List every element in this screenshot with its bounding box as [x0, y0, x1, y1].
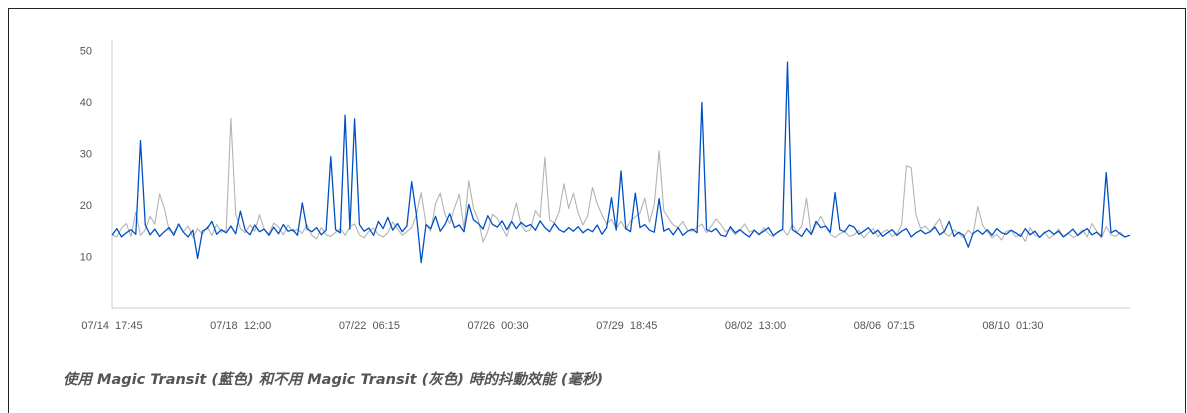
x-tick-label: 08/02 13:00	[725, 320, 786, 332]
chart-series	[111, 61, 1131, 264]
jitter-chart: 10 20 30 40 50 07/14 17:45 07/18 12:00 07/22 0…	[80, 40, 1131, 332]
x-tick-label: 07/29 18:45	[596, 320, 657, 332]
series-line-gray	[111, 117, 1126, 243]
x-tick-label: 08/06 07:15	[854, 320, 915, 332]
y-tick-label: 50	[80, 45, 92, 57]
x-tick-label: 08/10 01:30	[982, 320, 1043, 332]
x-tick-label: 07/26 00:30	[468, 320, 529, 332]
chart-frame	[8, 8, 1186, 413]
chart-caption: 使用 Magic Transit (藍色) 和不用 Magic Transit …	[63, 372, 604, 388]
x-axis-ticks: 07/14 17:45 07/18 12:00 07/22 06:15 07/26 0…	[81, 320, 1043, 332]
y-axis-ticks: 10 20 30 40 50	[80, 45, 92, 263]
y-tick-label: 10	[80, 251, 92, 263]
y-tick-label: 40	[80, 97, 92, 109]
x-tick-label: 07/14 17:45	[81, 320, 142, 332]
series-line-blue	[111, 61, 1131, 264]
x-tick-label: 07/18 12:00	[210, 320, 271, 332]
chart-axes	[111, 40, 1130, 309]
y-tick-label: 20	[80, 200, 92, 212]
x-tick-label: 07/22 06:15	[339, 320, 400, 332]
y-tick-label: 30	[80, 148, 92, 160]
